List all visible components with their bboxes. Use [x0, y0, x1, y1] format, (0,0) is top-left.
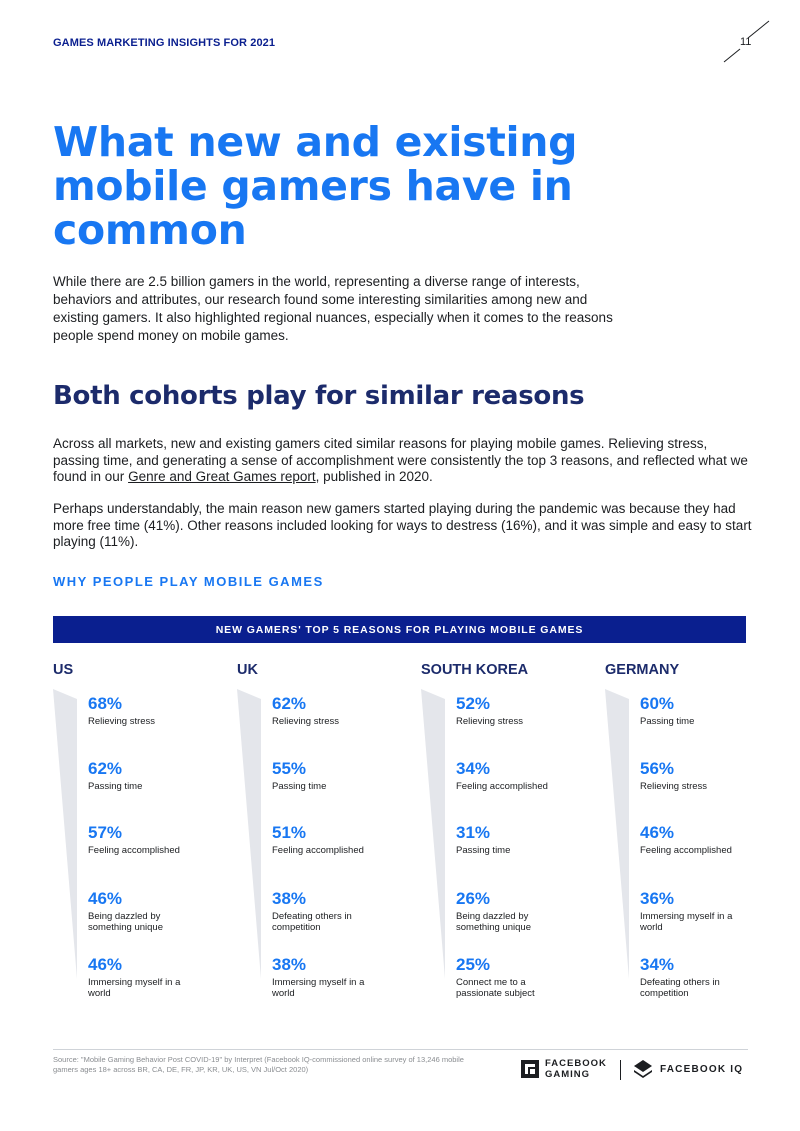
stat-percent: 38%: [272, 955, 307, 974]
genre-report-link[interactable]: Genre and Great Games report: [128, 469, 316, 484]
stat-reason: Connect me to a passionate subject: [456, 977, 535, 999]
stat-percent: 55%: [272, 759, 307, 778]
stat-item: 34% Defeating others in competition: [640, 955, 740, 999]
stat-reason: Relieving stress: [640, 781, 708, 792]
stat-percent: 46%: [88, 889, 123, 908]
facebook-gaming-logo: FACEBOOK GAMING: [521, 1058, 607, 1080]
section-heading: Both cohorts play for similar reasons: [53, 381, 585, 411]
stat-item: 38% Immersing myself in a world: [272, 955, 372, 999]
stat-reason: Being dazzled by something unique: [456, 911, 531, 933]
stat-percent: 62%: [272, 694, 307, 713]
stat-reason: Passing time: [456, 845, 511, 856]
stat-percent: 52%: [456, 694, 491, 713]
stat-percent: 31%: [456, 823, 491, 842]
page-corner-lines: [723, 20, 770, 63]
ranking-wedge: [421, 689, 445, 979]
stat-item: 46% Being dazzled by something unique: [88, 889, 188, 933]
source-note: Source: "Mobile Gaming Behavior Post COV…: [53, 1055, 464, 1074]
stat-item: 52% Relieving stress: [456, 694, 596, 727]
stat-item: 62% Relieving stress: [272, 694, 412, 727]
chart-label: WHY PEOPLE PLAY MOBILE GAMES: [53, 574, 324, 589]
intro-paragraph: While there are 2.5 billion gamers in th…: [53, 274, 613, 343]
stat-reason: Defeating others in competition: [272, 911, 352, 933]
stat-percent: 60%: [640, 694, 675, 713]
stat-item: 36% Immersing myself in a world: [640, 889, 750, 933]
stat-item: 46% Feeling accomplished: [640, 823, 780, 856]
facebook-iq-icon: [634, 1060, 652, 1078]
stat-percent: 25%: [456, 955, 491, 974]
stat-item: 34% Feeling accomplished: [456, 759, 596, 792]
stat-percent: 62%: [88, 759, 123, 778]
page-title: What new and existing mobile gamers have…: [53, 118, 578, 254]
ranking-wedge: [237, 689, 261, 979]
country-name: UK: [237, 662, 258, 678]
stat-item: 25% Connect me to a passionate subject: [456, 955, 556, 999]
stat-reason: Passing time: [272, 781, 327, 792]
logo-separator: [620, 1060, 621, 1080]
ranking-wedge: [53, 689, 77, 979]
stat-percent: 34%: [456, 759, 491, 778]
logo-text-line2: GAMING: [545, 1069, 591, 1080]
stat-reason: Passing time: [88, 781, 143, 792]
stat-percent: 34%: [640, 955, 675, 974]
stat-percent: 68%: [88, 694, 123, 713]
stat-percent: 57%: [88, 823, 123, 842]
footer-divider: [53, 1049, 748, 1050]
country-name: SOUTH KOREA: [421, 662, 529, 678]
stat-percent: 26%: [456, 889, 491, 908]
stat-reason: Immersing myself in a world: [640, 911, 733, 933]
page-number: 11: [740, 36, 752, 48]
stat-item: 60% Passing time: [640, 694, 780, 727]
stat-reason: Being dazzled by something unique: [88, 911, 163, 933]
stat-item: 56% Relieving stress: [640, 759, 780, 792]
stat-reason: Feeling accomplished: [456, 781, 548, 792]
stat-percent: 36%: [640, 889, 675, 908]
stat-percent: 38%: [272, 889, 307, 908]
stat-percent: 46%: [640, 823, 675, 842]
paragraph-text: Across all markets, new and existing gam…: [53, 436, 748, 484]
stat-percent: 51%: [272, 823, 307, 842]
ranking-wedge: [605, 689, 629, 979]
stat-item: 31% Passing time: [456, 823, 596, 856]
stat-percent: 56%: [640, 759, 675, 778]
stat-reason: Relieving stress: [456, 716, 524, 727]
header-title: GAMES MARKETING INSIGHTS FOR 2021: [53, 37, 276, 49]
stat-reason: Relieving stress: [272, 716, 340, 727]
country-name: GERMANY: [605, 662, 680, 678]
stat-reason: Immersing myself in a world: [272, 977, 365, 999]
facebook-iq-logo: FACEBOOK IQ: [634, 1060, 743, 1078]
body-paragraph-2: Perhaps understandably, the main reason …: [53, 501, 752, 549]
stat-item: 62% Passing time: [88, 759, 228, 792]
stat-reason: Feeling accomplished: [272, 845, 364, 856]
stat-reason: Feeling accomplished: [88, 845, 180, 856]
facebook-gaming-icon: [521, 1060, 539, 1078]
stat-item: 68% Relieving stress: [88, 694, 228, 727]
stat-item: 57% Feeling accomplished: [88, 823, 228, 856]
stat-reason: Passing time: [640, 716, 695, 727]
country-name: US: [53, 662, 74, 678]
paragraph-text: , published in 2020.: [315, 469, 433, 484]
stat-percent: 46%: [88, 955, 123, 974]
stat-reason: Feeling accomplished: [640, 845, 732, 856]
stat-item: 26% Being dazzled by something unique: [456, 889, 556, 933]
stat-reason: Immersing myself in a world: [88, 977, 181, 999]
stat-item: 55% Passing time: [272, 759, 412, 792]
chart-banner: NEW GAMERS' TOP 5 REASONS FOR PLAYING MO…: [53, 616, 746, 643]
stat-item: 38% Defeating others in competition: [272, 889, 372, 933]
stat-reason: Relieving stress: [88, 716, 156, 727]
logo-text-line1: FACEBOOK: [545, 1058, 607, 1069]
stat-reason: Defeating others in competition: [640, 977, 720, 999]
body-paragraph-1: Across all markets, new and existing gam…: [53, 436, 753, 486]
stat-item: 51% Feeling accomplished: [272, 823, 412, 856]
logo-text: FACEBOOK IQ: [660, 1063, 744, 1075]
stat-item: 46% Immersing myself in a world: [88, 955, 188, 999]
